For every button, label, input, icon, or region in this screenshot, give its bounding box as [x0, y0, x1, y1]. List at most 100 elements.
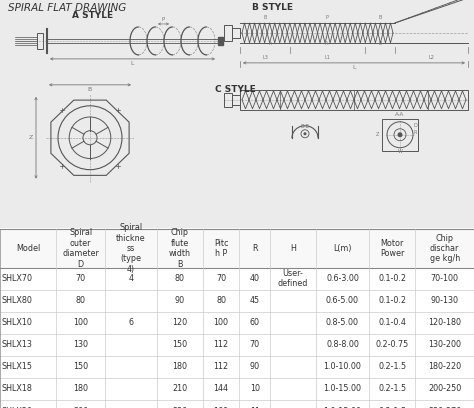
Text: 210: 210 [172, 384, 187, 393]
Text: 70: 70 [75, 274, 86, 283]
Text: 0.6-3.00: 0.6-3.00 [326, 274, 359, 283]
Text: 70: 70 [250, 340, 260, 349]
Text: 0.2-1.5: 0.2-1.5 [378, 362, 406, 371]
Text: W: W [398, 149, 402, 154]
Text: 200-250: 200-250 [428, 384, 461, 393]
Text: 90: 90 [250, 362, 260, 371]
Text: Model: Model [16, 244, 40, 253]
Text: 0.2-1.5: 0.2-1.5 [378, 406, 406, 408]
Text: 180: 180 [73, 384, 88, 393]
Text: R: R [414, 130, 418, 135]
Text: 120: 120 [172, 318, 187, 327]
Text: 130: 130 [73, 340, 88, 349]
Text: 80: 80 [175, 274, 185, 283]
Text: 144: 144 [213, 384, 228, 393]
Text: 45: 45 [250, 296, 260, 305]
Text: 1.0-15.00: 1.0-15.00 [323, 406, 362, 408]
Text: 40: 40 [250, 274, 260, 283]
Text: D: D [414, 123, 418, 128]
Text: 0.2-0.75: 0.2-0.75 [375, 340, 409, 349]
Text: Spiral
outer
diameter
D: Spiral outer diameter D [62, 228, 99, 268]
Text: 6: 6 [128, 318, 134, 327]
Text: 60: 60 [250, 318, 260, 327]
Text: 4: 4 [128, 274, 134, 283]
Text: 200: 200 [73, 406, 88, 408]
Bar [232, 95, 240, 105]
Text: L: L [131, 61, 134, 66]
Text: R: R [252, 244, 257, 253]
Text: 0.1-0.2: 0.1-0.2 [378, 296, 406, 305]
Text: 230: 230 [172, 406, 187, 408]
Text: SHLX18: SHLX18 [2, 384, 33, 393]
Text: Chip
dischar
ge kg/h: Chip dischar ge kg/h [429, 234, 460, 264]
Text: H: H [290, 244, 296, 253]
Text: L: L [352, 65, 356, 70]
Text: L1: L1 [325, 55, 330, 60]
Text: h: h [268, 41, 272, 46]
Text: 100: 100 [73, 318, 88, 327]
Text: 112: 112 [213, 340, 228, 349]
Text: SHLX20: SHLX20 [2, 406, 33, 408]
Text: L(m): L(m) [333, 244, 352, 253]
Text: A-A: A-A [395, 112, 405, 117]
Bar [224, 25, 232, 41]
Text: 0.8-8.00: 0.8-8.00 [326, 340, 359, 349]
Bar [218, 37, 223, 45]
Text: 0.1-0.4: 0.1-0.4 [378, 318, 406, 327]
Bar [232, 28, 240, 38]
Text: SHLX10: SHLX10 [2, 318, 33, 327]
Text: 100: 100 [213, 318, 228, 327]
Text: 160: 160 [213, 406, 228, 408]
Text: 1.0-15.00: 1.0-15.00 [323, 384, 362, 393]
Text: 0.8-5.00: 0.8-5.00 [326, 318, 359, 327]
Text: Chip
flute
width
B: Chip flute width B [169, 228, 191, 268]
Text: SHLX15: SHLX15 [2, 362, 33, 371]
Text: User-
defined: User- defined [278, 269, 308, 288]
Text: 11: 11 [250, 406, 260, 408]
Text: SHLX80: SHLX80 [2, 296, 33, 305]
Text: 90-130: 90-130 [431, 296, 459, 305]
Text: 70: 70 [216, 274, 226, 283]
Text: B: B [264, 15, 267, 20]
Bar [382, 119, 418, 151]
Bar [37, 33, 43, 49]
Text: P: P [162, 17, 165, 22]
Text: Z: Z [375, 132, 379, 137]
Bar [0, 229, 474, 268]
Text: B-B: B-B [301, 124, 310, 129]
Text: 10: 10 [250, 384, 260, 393]
Text: 180: 180 [173, 362, 187, 371]
Text: 80: 80 [216, 296, 226, 305]
Text: A STYLE: A STYLE [72, 11, 113, 20]
Text: SHLX70: SHLX70 [2, 274, 33, 283]
Text: Pitc
h P: Pitc h P [214, 239, 228, 258]
Text: 130-200: 130-200 [428, 340, 461, 349]
Text: C STYLE: C STYLE [215, 85, 256, 94]
Text: 0.6-5.00: 0.6-5.00 [326, 296, 359, 305]
Text: 230-270: 230-270 [428, 406, 461, 408]
Text: P: P [326, 15, 328, 20]
Text: B: B [88, 87, 92, 92]
Text: 180-220: 180-220 [428, 362, 461, 371]
Circle shape [303, 132, 307, 135]
Text: SPIRAL FLAT DRAWING: SPIRAL FLAT DRAWING [8, 3, 126, 13]
Text: Motor
Power: Motor Power [380, 239, 404, 258]
Text: Spiral
thickne
ss
(type
4): Spiral thickne ss (type 4) [116, 223, 146, 274]
Bar [224, 93, 232, 107]
Text: 90: 90 [175, 296, 185, 305]
Text: 0.2-1.5: 0.2-1.5 [378, 384, 406, 393]
Text: 0.1-0.2: 0.1-0.2 [378, 274, 406, 283]
Text: A: A [325, 41, 328, 46]
Bar [240, 90, 468, 110]
Text: L2: L2 [428, 55, 435, 60]
Circle shape [398, 132, 402, 137]
Text: 1.0-10.00: 1.0-10.00 [324, 362, 361, 371]
Text: Z: Z [29, 135, 33, 140]
Text: 80: 80 [75, 296, 86, 305]
Text: 150: 150 [73, 362, 88, 371]
Text: 112: 112 [213, 362, 228, 371]
Text: 150: 150 [172, 340, 187, 349]
Text: 120-180: 120-180 [428, 318, 461, 327]
Text: SHLX13: SHLX13 [2, 340, 33, 349]
Text: B STYLE: B STYLE [252, 3, 293, 12]
